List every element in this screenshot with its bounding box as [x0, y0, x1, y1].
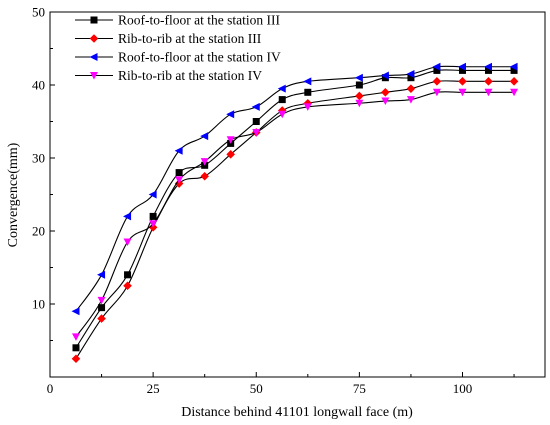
y-tick-label: 10	[32, 297, 45, 312]
series-line	[75, 69, 515, 349]
legend-item: Rib-to-rib at the station III	[75, 31, 262, 46]
data-point	[484, 66, 492, 74]
data-point	[458, 88, 467, 97]
y-tick-label: 20	[32, 224, 45, 239]
y-axis-label: Convergence(mm)	[6, 142, 21, 247]
legend-label: Rib-to-rib at the station III	[118, 31, 262, 46]
data-point	[406, 96, 415, 104]
data-point	[509, 77, 519, 86]
data-point	[484, 77, 493, 86]
data-point	[89, 53, 98, 61]
data-point	[304, 88, 312, 96]
data-point	[433, 66, 441, 74]
data-point	[354, 73, 363, 82]
data-point	[97, 270, 106, 279]
x-tick-label: 0	[47, 381, 54, 396]
data-point	[71, 307, 80, 316]
data-point	[381, 97, 390, 106]
data-point	[226, 136, 235, 144]
data-point	[278, 110, 287, 119]
data-point	[483, 62, 492, 71]
data-point	[226, 150, 235, 159]
data-point	[432, 62, 441, 71]
data-point	[175, 169, 183, 177]
data-point	[459, 66, 466, 74]
data-point	[226, 110, 235, 119]
data-point	[381, 88, 390, 97]
legend-label: Roof-to-floor at the station IV	[118, 50, 281, 65]
data-point	[252, 128, 261, 137]
legend-item: Rib-to-rib at the station IV	[75, 68, 262, 83]
data-point	[90, 72, 98, 80]
y-tick-label: 40	[32, 78, 45, 93]
data-point	[71, 354, 81, 364]
data-point	[355, 91, 364, 101]
plot-series	[71, 62, 519, 364]
y-tick-label: 30	[32, 151, 45, 166]
data-point	[355, 81, 363, 89]
data-point	[251, 102, 260, 111]
x-tick-label: 25	[147, 381, 160, 396]
data-point	[123, 212, 132, 221]
data-point	[200, 132, 209, 141]
data-point	[97, 314, 106, 323]
legend-label: Rib-to-rib at the station IV	[118, 68, 262, 83]
data-point	[149, 220, 158, 228]
data-point	[303, 77, 312, 86]
data-point	[277, 84, 286, 93]
data-point	[407, 74, 415, 82]
data-point	[148, 190, 157, 199]
data-point	[380, 71, 389, 80]
data-point	[406, 70, 415, 79]
data-point	[71, 333, 80, 341]
data-point	[89, 34, 99, 43]
series-3	[71, 62, 518, 316]
data-point	[123, 238, 132, 246]
x-axis-label: Distance behind 41101 longwall face (m)	[181, 405, 413, 420]
data-point	[252, 118, 260, 125]
axes: 0 25 50 75 100 10 20 30 40 50	[32, 5, 546, 396]
data-point	[509, 62, 518, 71]
data-point	[510, 88, 519, 97]
legend-item: Roof-to-floor at the station III	[75, 13, 280, 28]
data-point	[149, 212, 157, 220]
series-4	[71, 88, 519, 341]
data-point	[124, 271, 132, 279]
data-point	[484, 88, 493, 97]
data-point	[432, 88, 441, 97]
data-point	[355, 99, 364, 108]
series-line	[75, 65, 515, 312]
data-point	[458, 77, 467, 86]
legend-label: Roof-to-floor at the station III	[118, 13, 280, 28]
data-point	[278, 96, 286, 104]
legend-item: Roof-to-floor at the station IV	[75, 50, 281, 65]
data-point	[175, 176, 184, 184]
data-point	[174, 146, 183, 155]
data-point	[406, 84, 416, 93]
data-point	[200, 171, 209, 181]
legend: Roof-to-floor at the station III Rib-to-r…	[75, 13, 281, 83]
x-tick-label: 75	[353, 381, 366, 396]
data-point	[432, 77, 442, 86]
data-point	[90, 16, 98, 24]
series-line	[75, 80, 515, 360]
data-point	[72, 344, 80, 352]
series-2	[71, 77, 519, 364]
series-line	[75, 91, 515, 338]
data-point	[510, 66, 518, 74]
y-tick-label: 50	[32, 5, 45, 20]
data-point	[97, 296, 106, 305]
x-tick-label: 100	[453, 381, 473, 396]
data-point	[123, 281, 132, 291]
data-point	[200, 158, 209, 166]
data-point	[458, 62, 466, 71]
x-tick-label: 50	[250, 381, 263, 396]
data-point	[303, 103, 312, 111]
data-point	[98, 304, 106, 312]
